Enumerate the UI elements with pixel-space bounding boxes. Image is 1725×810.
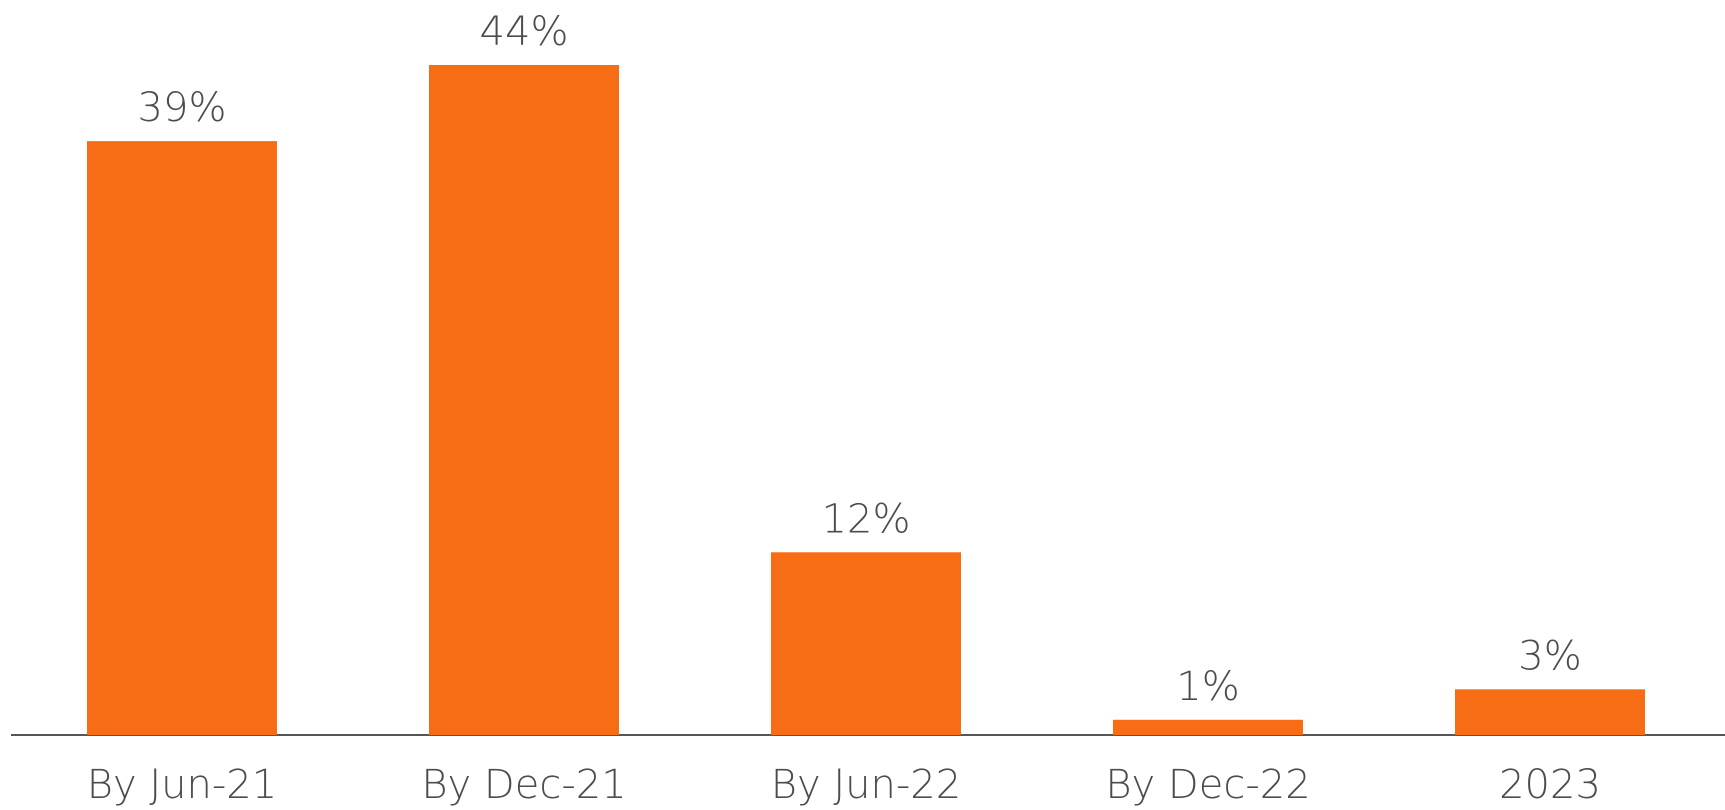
bar (429, 65, 619, 735)
bar (1455, 689, 1645, 735)
x-tick-label: By Dec-21 (421, 762, 626, 808)
data-label: 1% (1176, 664, 1239, 710)
bar (771, 552, 961, 735)
x-tick-label: By Jun-22 (771, 762, 961, 808)
bar (1113, 719, 1303, 735)
x-tick-label: By Jun-21 (87, 762, 277, 808)
x-tick-label: 2023 (1499, 762, 1601, 808)
data-label: 12% (822, 496, 911, 542)
data-label: 44% (480, 9, 569, 55)
x-tick-label: By Dec-22 (1105, 762, 1310, 808)
bar (87, 141, 277, 736)
data-label: 3% (1518, 633, 1581, 679)
data-label: 39% (138, 85, 227, 131)
